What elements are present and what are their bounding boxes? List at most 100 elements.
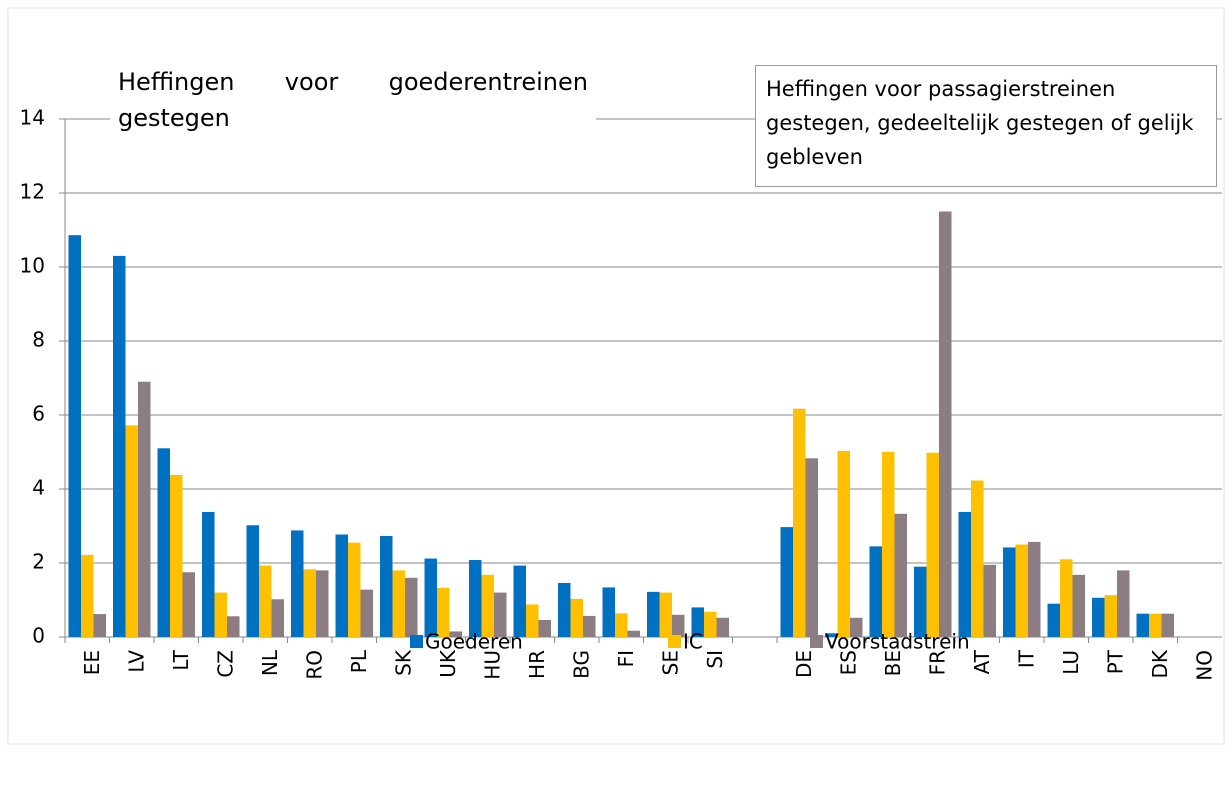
bar <box>894 513 907 637</box>
x-tick-label: BG <box>569 650 593 679</box>
bar <box>271 599 284 637</box>
bar <box>380 535 393 637</box>
annotation: Heffingen voor goederentreinen gestegen <box>110 60 596 140</box>
bar <box>691 607 704 637</box>
bar <box>882 452 895 637</box>
bar <box>869 546 882 637</box>
legend-label: IC <box>683 630 703 654</box>
y-tick-label: 4 <box>32 476 45 500</box>
bar <box>583 615 596 637</box>
bar <box>494 592 507 637</box>
legend-swatch <box>668 635 681 648</box>
bar <box>513 565 526 637</box>
bar <box>259 565 272 637</box>
bar <box>93 614 106 637</box>
bar <box>437 587 450 637</box>
y-tick-label: 12 <box>20 180 45 204</box>
x-tick-label: FI <box>614 650 638 667</box>
bar <box>780 527 793 637</box>
bar <box>647 591 660 637</box>
bar <box>850 617 863 637</box>
legend-swatch <box>410 635 423 648</box>
bar <box>469 560 482 637</box>
bar <box>1003 547 1016 637</box>
legend-label: Goederen <box>425 630 523 654</box>
bar <box>602 587 615 637</box>
bar <box>182 572 195 637</box>
bar <box>1060 559 1073 637</box>
bar <box>538 619 551 637</box>
bar <box>983 564 996 637</box>
y-tick-label: 10 <box>20 254 45 278</box>
bar <box>615 613 628 637</box>
bar <box>360 589 373 637</box>
y-tick-label: 8 <box>32 328 45 352</box>
bar <box>392 570 405 637</box>
bar <box>793 408 806 637</box>
bar <box>1136 613 1149 637</box>
x-tick-label: FR <box>925 650 949 676</box>
bar <box>1015 544 1028 637</box>
bar <box>1028 541 1041 637</box>
bar <box>1092 597 1105 637</box>
x-tick-label: SE <box>658 650 682 675</box>
bar <box>825 633 838 637</box>
bar <box>481 574 494 637</box>
bar <box>335 534 348 637</box>
bar <box>971 480 984 637</box>
x-tick-label: HU <box>480 650 504 680</box>
legend-swatch <box>810 635 823 648</box>
x-tick-label: NO <box>1192 650 1216 681</box>
x-tick-label: AT <box>970 649 994 674</box>
bar <box>170 474 183 637</box>
x-tick-label: PL <box>347 649 371 673</box>
x-tick-label: NL <box>258 649 282 676</box>
bar <box>125 425 138 637</box>
x-tick-label: LU <box>1059 650 1083 675</box>
bar <box>113 255 126 637</box>
bar <box>1161 613 1174 637</box>
bar <box>291 530 304 637</box>
x-tick-label: LV <box>124 650 148 673</box>
legend-label: Voorstadstrein <box>825 630 970 654</box>
bar <box>1117 570 1130 637</box>
bar <box>659 592 672 637</box>
bar <box>1104 595 1117 637</box>
bar <box>526 604 539 637</box>
x-tick-label: DK <box>1148 649 1172 678</box>
bar <box>68 235 81 637</box>
bar <box>837 450 850 637</box>
bar <box>1072 574 1085 637</box>
x-tick-label: ES <box>836 650 860 675</box>
bar <box>926 452 939 637</box>
bar <box>704 611 717 637</box>
x-tick-label: UK <box>436 649 460 678</box>
x-tick-label: SK <box>391 649 415 676</box>
bar <box>716 617 729 637</box>
bar <box>672 614 685 637</box>
bar <box>570 598 583 637</box>
x-tick-label: HR <box>525 650 549 679</box>
bar <box>348 542 361 637</box>
bar <box>157 448 170 637</box>
x-tick-label: LT <box>169 649 193 670</box>
bar <box>303 569 316 637</box>
bar <box>558 582 571 637</box>
bar <box>227 616 240 637</box>
bar <box>202 511 215 637</box>
bar <box>627 630 640 637</box>
chart-frame <box>7 7 1225 745</box>
bar <box>805 458 818 637</box>
bar <box>424 558 437 637</box>
x-tick-label: DE <box>792 650 816 678</box>
bar <box>214 592 227 637</box>
bar <box>316 570 329 637</box>
x-tick-label: IT <box>1014 649 1038 668</box>
bar <box>1047 603 1060 637</box>
x-tick-label: EE <box>80 650 104 675</box>
x-tick-label: BE <box>881 650 905 676</box>
x-tick-label: CZ <box>213 650 237 678</box>
bar <box>914 566 927 637</box>
